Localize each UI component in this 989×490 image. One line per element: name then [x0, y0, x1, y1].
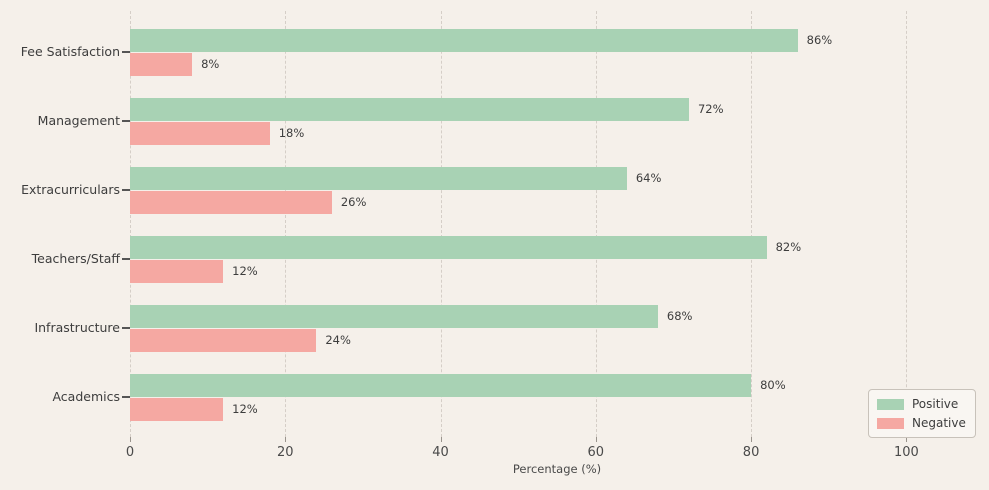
legend-item-negative: Negative: [877, 415, 966, 431]
value-label-negative-5: 12%: [232, 402, 258, 416]
legend-item-positive: Positive: [877, 396, 965, 412]
x-tick-label-0: 0: [125, 445, 135, 460]
y-tick-mark-5: [122, 396, 130, 398]
x-tick-label-80: 80: [742, 445, 760, 460]
value-label-negative-2: 26%: [340, 195, 367, 209]
bar-positive-1: [130, 98, 689, 121]
bar-negative-1: [130, 122, 270, 145]
value-label-positive-3: 82%: [775, 240, 802, 254]
x-tick-mark-0: [130, 437, 131, 442]
value-label-positive-0: 86%: [806, 33, 833, 47]
y-tick-mark-0: [122, 51, 130, 53]
category-label-1: Management: [37, 113, 120, 128]
x-tick-mark-20: [285, 437, 287, 442]
x-tick-label-60: 60: [587, 445, 605, 460]
y-tick-mark-2: [122, 189, 130, 191]
bar-negative-3: [130, 260, 224, 283]
category-label-0: Fee Satisfaction: [20, 44, 120, 59]
gridline-x-80: [751, 11, 753, 437]
category-label-2: Extracurriculars: [21, 182, 120, 197]
legend-swatch-positive: [877, 398, 904, 410]
bar-positive-4: [130, 305, 658, 328]
y-tick-mark-1: [122, 120, 130, 122]
bar-negative-5: [130, 398, 224, 421]
value-label-positive-2: 64%: [635, 171, 662, 185]
bar-positive-0: [130, 29, 798, 52]
x-tick-label-20: 20: [276, 445, 294, 460]
bar-positive-2: [130, 167, 627, 190]
value-label-positive-1: 72%: [697, 102, 724, 116]
gridline-x-20: [285, 11, 287, 437]
legend-swatch-negative: [877, 417, 904, 429]
x-tick-mark-60: [595, 437, 597, 442]
x-tick-mark-80: [751, 437, 753, 442]
bar-positive-3: [130, 236, 767, 259]
gridline-x-60: [595, 11, 597, 437]
bar-negative-2: [130, 191, 332, 214]
x-axis-label: Percentage (%): [512, 462, 602, 476]
value-label-negative-4: 24%: [325, 333, 351, 347]
plot-area: 86% 8% 72% 18% 64% 26% 82% 12% 68% 24% 80% 12%: [130, 11, 984, 437]
value-label-positive-4: 68%: [666, 309, 693, 323]
category-label-4: Infrastructure: [34, 320, 120, 335]
y-tick-mark-4: [122, 327, 130, 329]
gridline-x-100: [906, 11, 908, 437]
legend-label-negative: Negative: [912, 416, 966, 430]
category-label-5: Academics: [52, 389, 120, 404]
category-label-3: Teachers/Staff: [31, 251, 120, 266]
x-tick-label-40: 40: [432, 445, 449, 460]
gridline-x-0: [130, 11, 131, 437]
x-tick-mark-40: [440, 437, 442, 442]
bar-negative-4: [130, 329, 317, 352]
x-tick-mark-100: [906, 437, 908, 442]
legend-label-positive: Positive: [912, 397, 959, 411]
value-label-negative-3: 12%: [232, 264, 258, 278]
x-tick-label-100: 100: [893, 445, 919, 460]
value-label-negative-0: 8%: [201, 57, 220, 71]
bar-negative-0: [130, 53, 193, 76]
gridline-x-40: [440, 11, 442, 437]
value-label-positive-5: 80%: [760, 378, 786, 392]
bar-positive-5: [130, 374, 752, 397]
value-label-negative-1: 18%: [278, 126, 305, 140]
legend: Positive Negative: [868, 389, 976, 438]
y-tick-mark-3: [122, 258, 130, 260]
